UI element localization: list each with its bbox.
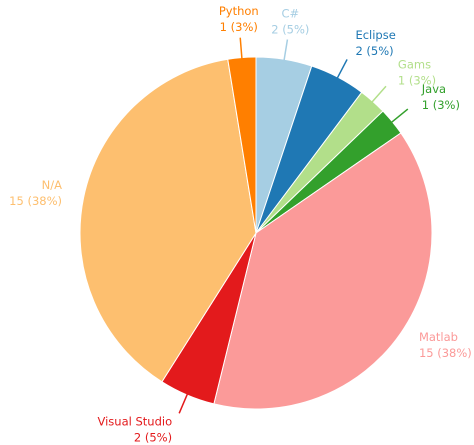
leader-line bbox=[239, 37, 243, 60]
slice-value-label: 2 (5%) bbox=[134, 430, 172, 444]
leader-line bbox=[370, 85, 387, 104]
slice-label: C# bbox=[281, 6, 299, 20]
slice-value-label: 2 (5%) bbox=[355, 44, 393, 58]
slice-value-label: 2 (5%) bbox=[271, 22, 309, 36]
slice-value-label: 1 (3%) bbox=[422, 98, 460, 112]
slice-label: Java bbox=[421, 82, 446, 96]
slice-value-label: 1 (3%) bbox=[398, 73, 436, 87]
slice-label: N/A bbox=[42, 178, 62, 192]
slice-label: Gams bbox=[398, 57, 431, 71]
leader-line bbox=[178, 392, 189, 414]
pie-slice bbox=[79, 58, 257, 383]
leader-line bbox=[390, 108, 409, 124]
slice-label: Visual Studio bbox=[97, 414, 172, 428]
slice-value-label: 15 (38%) bbox=[419, 346, 472, 360]
leader-line bbox=[336, 59, 348, 80]
slice-value-label: 15 (38%) bbox=[9, 194, 62, 208]
slice-label: Matlab bbox=[419, 330, 458, 344]
slice-label: Python bbox=[219, 4, 259, 18]
pie-slice bbox=[213, 132, 433, 410]
leader-line bbox=[283, 39, 289, 62]
slice-value-label: 1 (3%) bbox=[220, 20, 258, 34]
slice-label: Eclipse bbox=[355, 28, 395, 42]
